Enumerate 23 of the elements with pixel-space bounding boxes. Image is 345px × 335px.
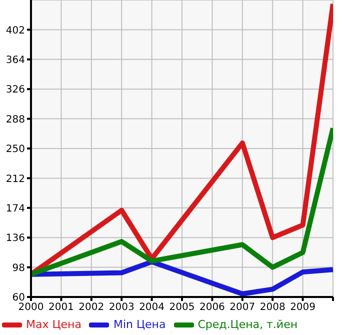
x-tick-label: 2004 — [139, 302, 165, 314]
y-tick-label: 288 — [6, 114, 25, 126]
y-tick-label: 174 — [6, 203, 25, 214]
y-tick-label: 136 — [6, 233, 25, 244]
y-tick-label: 364 — [6, 54, 25, 66]
legend-label: Max Цена — [26, 318, 82, 331]
y-tick-label: 60 — [12, 292, 25, 304]
y-tick-label: 326 — [6, 84, 25, 96]
y-tick-label: 98 — [12, 262, 25, 274]
x-tick-label: 2009 — [290, 302, 316, 314]
x-tick-label: 2007 — [230, 302, 256, 314]
legend-label: Сред.Цена, т.йен — [198, 318, 298, 331]
x-tick-label: 2008 — [260, 302, 286, 314]
y-tick-label: 402 — [6, 25, 25, 36]
x-tick-label: 2003 — [108, 302, 134, 314]
x-tick-label: 2002 — [78, 302, 104, 314]
y-tick-label: 212 — [6, 174, 25, 185]
legend-label: Min Цена — [113, 318, 166, 331]
x-tick-label: 2001 — [48, 302, 74, 314]
x-tick-label: 2000 — [18, 302, 44, 314]
y-tick-label: 250 — [6, 144, 25, 156]
x-tick-label: 2005 — [169, 302, 195, 314]
x-tick-label: 2006 — [199, 302, 225, 314]
